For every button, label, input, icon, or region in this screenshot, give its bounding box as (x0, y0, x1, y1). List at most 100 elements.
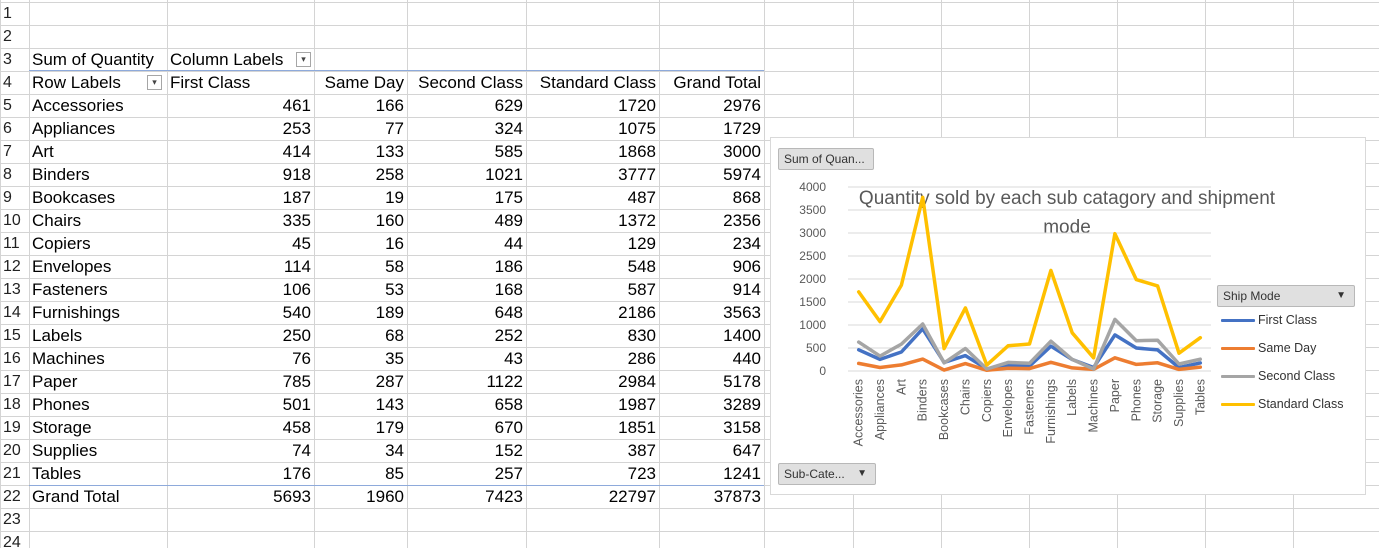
pivot-column-labels[interactable]: Column Labels ▾ (167, 48, 314, 71)
chart-legend[interactable]: First Class Same Day Second Class Standard … (1215, 312, 1365, 432)
pivot-column-header[interactable]: First Class (170, 73, 251, 92)
pivot-value-cell[interactable]: 68 (385, 326, 404, 345)
pivot-value-cell[interactable]: 1241 (723, 464, 761, 483)
row-header[interactable]: 13 (3, 281, 21, 298)
pivot-value-cell[interactable]: 258 (375, 165, 404, 184)
row-header[interactable]: 2 (3, 28, 12, 45)
pivot-row-label[interactable]: Storage (32, 418, 92, 437)
line-plot[interactable]: 0 500 1000 1500 2000 2500 3000 3500 4000 Accessor… (771, 138, 1211, 478)
pivot-row-label[interactable]: Chairs (32, 211, 82, 230)
pivot-value-cell[interactable]: 2186 (618, 303, 656, 322)
pivot-value-cell[interactable]: 76 (292, 349, 311, 368)
row-header[interactable]: 15 (3, 327, 21, 344)
pivot-value-cell[interactable]: 461 (282, 96, 311, 115)
pivot-row-label[interactable]: Envelopes (32, 257, 112, 276)
pivot-row-label[interactable]: Copiers (32, 234, 91, 253)
pivot-value-cell[interactable]: 189 (375, 303, 404, 322)
pivot-value-cell[interactable]: 1868 (618, 142, 656, 161)
pivot-value-cell[interactable]: 43 (504, 349, 523, 368)
pivot-row-label[interactable]: Furnishings (32, 303, 120, 322)
row-header[interactable]: 22 (3, 488, 21, 505)
pivot-row-label[interactable]: Binders (32, 165, 90, 184)
row-header[interactable]: 12 (3, 258, 21, 275)
pivot-value-cell[interactable]: 918 (282, 165, 311, 184)
pivot-value-cell[interactable]: 34 (385, 441, 404, 460)
row-header[interactable]: 23 (3, 511, 21, 528)
pivot-value-cell[interactable]: 3777 (618, 165, 656, 184)
pivot-value-cell[interactable]: 1075 (618, 119, 656, 138)
pivot-value-cell[interactable]: 186 (494, 257, 523, 276)
pivot-row-label[interactable]: Art (32, 142, 54, 161)
series-line[interactable] (856, 195, 1203, 367)
row-header[interactable]: 5 (3, 97, 12, 114)
row-header[interactable]: 1 (3, 5, 12, 22)
pivot-value-cell[interactable]: 253 (282, 119, 311, 138)
pivot-value-cell[interactable]: 785 (282, 372, 311, 391)
pivot-value-cell[interactable]: 648 (494, 303, 523, 322)
pivot-value-cell[interactable]: 176 (282, 464, 311, 483)
pivot-value-cell[interactable]: 187 (282, 188, 311, 207)
pivot-value-cell[interactable]: 335 (282, 211, 311, 230)
pivot-value-cell[interactable]: 647 (732, 441, 761, 460)
row-header[interactable]: 20 (3, 442, 21, 459)
pivot-value-cell[interactable]: 914 (732, 280, 761, 299)
row-header[interactable]: 11 (3, 235, 20, 252)
pivot-row-label[interactable]: Phones (32, 395, 90, 414)
pivot-value-cell[interactable]: 2976 (723, 96, 761, 115)
pivot-value-cell[interactable]: 257 (494, 464, 523, 483)
pivot-value-cell[interactable]: 906 (732, 257, 761, 276)
pivot-value-cell[interactable]: 19 (385, 188, 404, 207)
pivot-value-cell[interactable]: 77 (385, 119, 404, 138)
pivot-row-label[interactable]: Bookcases (32, 188, 116, 207)
pivot-value-cell[interactable]: 324 (494, 119, 523, 138)
series-line[interactable] (856, 356, 1203, 373)
pivot-value-cell[interactable]: 458 (282, 418, 311, 437)
pivot-value-cell[interactable]: 487 (627, 188, 656, 207)
pivot-value-cell[interactable]: 143 (375, 395, 404, 414)
value-field-button[interactable]: Sum of Quan... (778, 148, 874, 170)
row-header[interactable]: 14 (3, 304, 21, 321)
pivot-row-label[interactable]: Tables (32, 464, 82, 483)
legend-entry[interactable]: First Class (1221, 312, 1317, 328)
pivot-row-label[interactable]: Accessories (32, 96, 124, 115)
pivot-value-cell[interactable]: 133 (375, 142, 404, 161)
pivot-column-header[interactable]: Same Day (324, 73, 404, 92)
pivot-value-cell[interactable]: 1021 (485, 165, 523, 184)
pivot-value-cell[interactable]: 2984 (618, 372, 656, 391)
pivot-value-caption[interactable]: Sum of Quantity (32, 50, 154, 69)
pivot-value-cell[interactable]: 114 (283, 257, 311, 276)
row-header[interactable]: 24 (3, 534, 21, 551)
row-header[interactable]: 9 (3, 189, 12, 206)
grand-total-value[interactable]: 1960 (366, 487, 404, 506)
pivot-value-cell[interactable]: 1987 (618, 395, 656, 414)
pivot-value-cell[interactable]: 1729 (723, 119, 761, 138)
pivot-value-cell[interactable]: 548 (627, 257, 656, 276)
row-header[interactable]: 16 (3, 350, 21, 367)
pivot-row-label[interactable]: Paper (32, 372, 78, 391)
pivot-value-cell[interactable]: 3289 (723, 395, 761, 414)
pivot-value-cell[interactable]: 175 (494, 188, 523, 207)
pivot-value-cell[interactable]: 670 (494, 418, 523, 437)
grand-total-label[interactable]: Grand Total (32, 487, 120, 506)
pivot-value-cell[interactable]: 1122 (486, 372, 523, 391)
pivot-value-cell[interactable]: 166 (375, 96, 404, 115)
pivot-row-label[interactable]: Supplies (32, 441, 98, 460)
legend-entry[interactable]: Standard Class (1221, 396, 1343, 412)
pivot-value-cell[interactable]: 287 (375, 372, 404, 391)
series-line[interactable] (856, 327, 1203, 371)
pivot-row-labels[interactable]: Row Labels ▾ (29, 71, 167, 94)
legend-entry[interactable]: Second Class (1221, 368, 1335, 384)
row-header[interactable]: 4 (3, 74, 12, 91)
row-header[interactable]: 8 (3, 166, 12, 183)
pivot-value-cell[interactable]: 3563 (723, 303, 761, 322)
row-header[interactable]: 6 (3, 120, 12, 137)
filter-dropdown-icon[interactable]: ▾ (147, 75, 162, 90)
filter-dropdown-icon[interactable]: ▾ (296, 52, 311, 67)
pivot-value-cell[interactable]: 1720 (618, 96, 656, 115)
pivot-value-cell[interactable]: 152 (494, 441, 523, 460)
pivot-value-cell[interactable]: 106 (282, 280, 311, 299)
pivot-value-cell[interactable]: 440 (732, 349, 761, 368)
pivot-value-cell[interactable]: 414 (282, 142, 311, 161)
pivot-value-cell[interactable]: 234 (732, 234, 761, 253)
row-header[interactable]: 17 (3, 373, 21, 390)
